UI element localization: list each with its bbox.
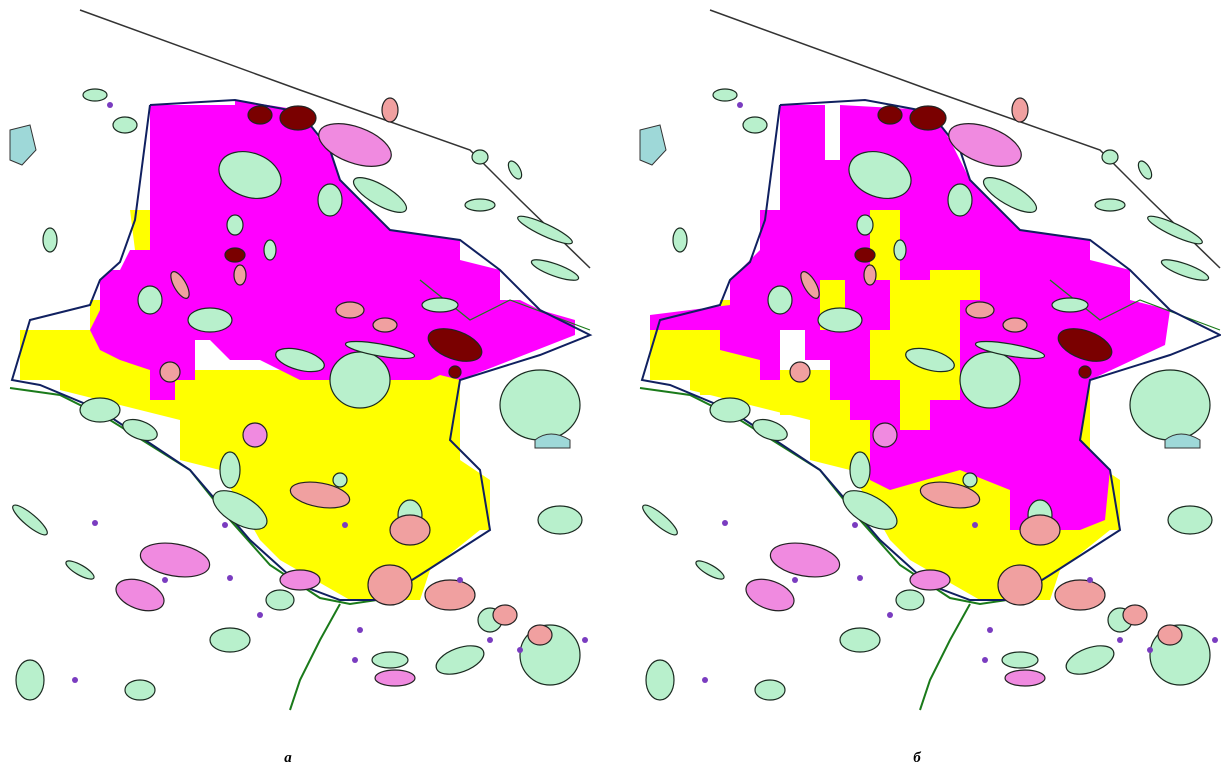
- panel-label: б: [913, 750, 921, 766]
- yellow-zone: [780, 395, 805, 415]
- map-panel: б: [638, 9, 1221, 766]
- yellow-zone: [700, 370, 725, 395]
- map-panel: а: [8, 9, 591, 766]
- yellow-zone: [870, 210, 980, 430]
- panel-label: а: [284, 750, 292, 766]
